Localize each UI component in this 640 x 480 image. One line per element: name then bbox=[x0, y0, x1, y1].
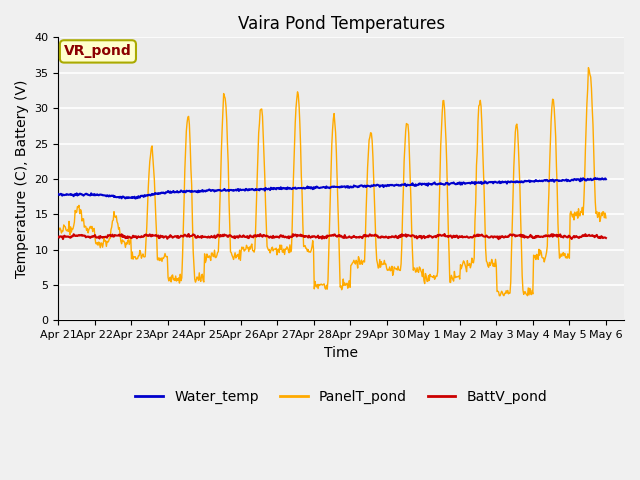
Y-axis label: Temperature (C), Battery (V): Temperature (C), Battery (V) bbox=[15, 80, 29, 278]
Legend: Water_temp, PanelT_pond, BattV_pond: Water_temp, PanelT_pond, BattV_pond bbox=[130, 384, 553, 409]
Title: Vaira Pond Temperatures: Vaira Pond Temperatures bbox=[237, 15, 445, 33]
X-axis label: Time: Time bbox=[324, 346, 358, 360]
Text: VR_pond: VR_pond bbox=[64, 45, 132, 59]
